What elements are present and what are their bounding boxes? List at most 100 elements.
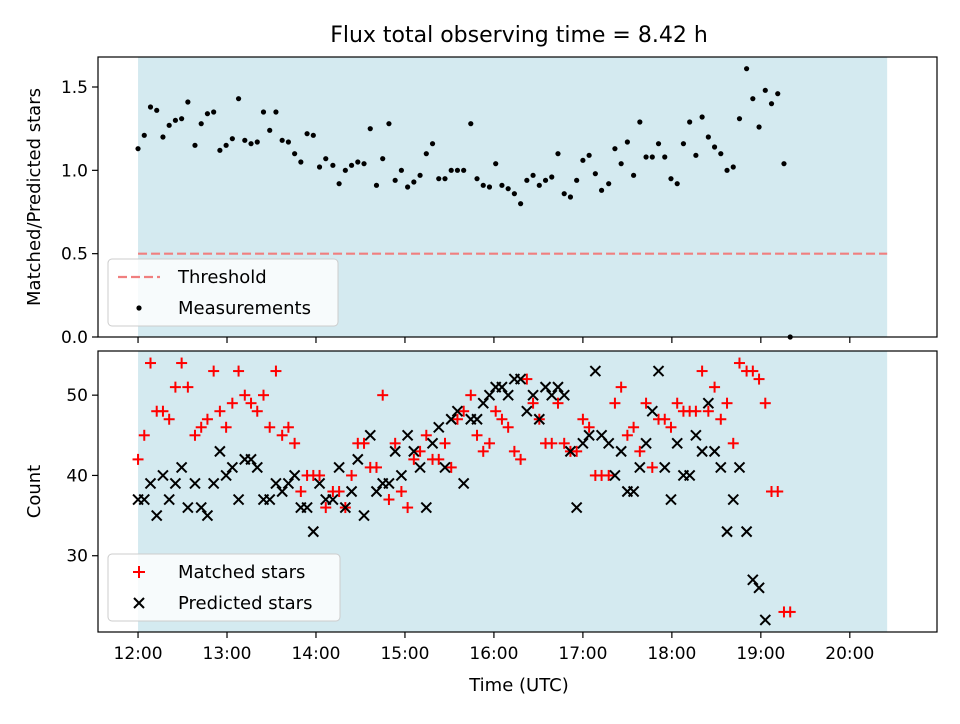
predicted-star-point (445, 413, 457, 425)
matched-star-point (433, 453, 445, 465)
measurement-point (486, 184, 493, 190)
measurement-point (724, 167, 730, 173)
matched-star-point (439, 437, 451, 449)
matched-star-point (420, 429, 432, 441)
matched-star-point (295, 486, 307, 497)
matched-star-point (370, 461, 382, 473)
predicted-star-point (451, 405, 464, 417)
measurement-point (248, 141, 254, 147)
predicted-star-point (690, 429, 702, 442)
count-legend-box (107, 553, 341, 622)
predicted-star-point (345, 485, 358, 498)
y-tick-label: 50 (66, 386, 88, 406)
matched-star-point (527, 397, 539, 409)
predicted-star-point (157, 469, 169, 482)
measurement-point (304, 131, 310, 137)
measurement-point (668, 176, 674, 182)
x-tick-label: 19:00 (736, 644, 785, 664)
matched-star-point (784, 606, 796, 618)
measurement-point (480, 182, 486, 188)
y-tick-label: 1.0 (61, 161, 88, 181)
matched-star-point (646, 461, 658, 473)
measurement-point (606, 181, 612, 187)
measurement-point (744, 66, 750, 72)
predicted-star-point (740, 525, 753, 538)
x-tick-label: 14:00 (291, 644, 340, 664)
matched-star-point (458, 405, 470, 417)
measurement-point (273, 109, 279, 115)
predicted-star-point (307, 525, 320, 538)
measurement-point (674, 181, 680, 187)
matched-star-point (138, 429, 150, 441)
measurements-legend-swatch (136, 305, 142, 311)
measurement-point (192, 142, 198, 148)
predicted-star-point (339, 501, 352, 514)
matched-star-point (483, 437, 495, 449)
matched-star-point (477, 445, 489, 457)
measurement-point (631, 172, 637, 178)
matched-star-point (395, 486, 407, 497)
predicted-star-point (282, 477, 295, 490)
matched-star-point (239, 389, 251, 401)
matched-star-point (546, 437, 558, 449)
matched-star-point (702, 405, 714, 417)
measurement-point (417, 172, 423, 178)
predicted-star-point (214, 445, 226, 458)
measurement-point (172, 117, 179, 123)
count-panel-frame (97, 350, 938, 633)
measurement-point (204, 111, 211, 117)
predicted-star-point (521, 405, 533, 417)
matched-star-point (189, 429, 201, 441)
predicted-star-point (496, 381, 508, 393)
matched-star-point (715, 413, 727, 425)
predicted-star-point (207, 477, 220, 490)
measurement-point (166, 122, 172, 128)
matched-star-point (233, 365, 245, 377)
predicted-star-point (151, 509, 163, 522)
matched-star-point (251, 405, 263, 417)
matched-star-point (182, 381, 194, 393)
matched-star-point (132, 453, 144, 465)
matched-star-point (759, 397, 771, 409)
predicted-legend-label: Predicted stars (178, 593, 312, 614)
predicted-star-point (364, 429, 376, 442)
measurement-point (536, 182, 542, 188)
predicted-star-point (163, 493, 175, 506)
matched-star-point (245, 397, 257, 409)
predicted-star-point (313, 477, 326, 490)
matched-star-point (214, 405, 226, 417)
predicted-star-point (408, 445, 420, 458)
predicted-star-point (182, 501, 194, 514)
matched-star-point (640, 397, 652, 409)
matched-star-point (282, 421, 294, 433)
matched-star-point (609, 397, 621, 409)
matched-star-point (264, 421, 276, 433)
count-panel: 30 40 50 Count 12:00 13:00 14:00 15:00 16:00 17… (24, 350, 938, 696)
measurement-point (310, 132, 316, 138)
predicted-star-point (558, 389, 570, 401)
measurement-point (711, 144, 718, 150)
predicted-star-point (220, 469, 232, 482)
predicted-star-point (483, 389, 496, 401)
predicted-star-point (201, 509, 214, 522)
measurement-point (454, 167, 461, 173)
matched-star-point (144, 357, 156, 369)
matched-star-point (176, 357, 188, 369)
predicted-star-point (659, 461, 671, 474)
x-tick-label: 18:00 (647, 644, 696, 664)
measurement-point (762, 87, 768, 93)
predicted-star-point (502, 389, 514, 401)
measurement-point (643, 154, 649, 160)
matched-star-point (383, 494, 395, 506)
predicted-star-point (552, 381, 564, 393)
predicted-star-point (671, 437, 683, 450)
matched-star-point (515, 453, 527, 465)
predicted-star-point (602, 437, 615, 450)
predicted-star-point (747, 574, 759, 586)
measurement-point (730, 164, 736, 170)
measurement-point (542, 177, 549, 183)
predicted-star-point (733, 461, 746, 474)
predicted-star-point (169, 477, 182, 490)
matched-star-point (157, 405, 169, 417)
matched-star-point (320, 502, 332, 514)
